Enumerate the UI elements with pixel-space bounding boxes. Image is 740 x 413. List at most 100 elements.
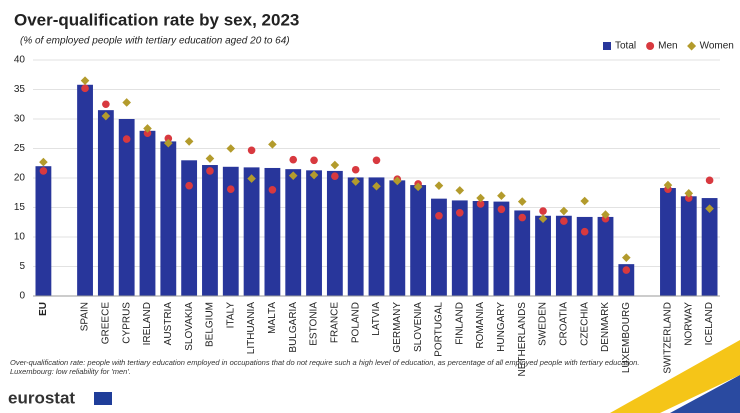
- bar: [35, 166, 52, 296]
- women-marker: [351, 177, 360, 186]
- women-marker: [143, 124, 152, 133]
- x-tick-label: BELGIUM: [205, 302, 216, 347]
- bar: [410, 185, 427, 296]
- bar: [202, 165, 218, 296]
- women-marker: [517, 197, 527, 206]
- men-marker: [476, 200, 485, 208]
- x-tick-label: POLAND: [350, 302, 361, 343]
- men-marker: [331, 172, 339, 181]
- bar: [181, 160, 198, 296]
- eu-flag: [94, 392, 112, 405]
- women-marker: [601, 210, 610, 219]
- men-marker: [102, 100, 110, 109]
- x-tick-label: ROMANIA: [475, 302, 486, 349]
- bar: [243, 167, 260, 296]
- men-marker: [122, 135, 131, 143]
- women-marker: [559, 206, 569, 216]
- logo-text: eurostat: [8, 388, 75, 407]
- y-tick-label: 5: [19, 261, 25, 272]
- x-tick-label: LUXEMBOURG: [621, 302, 632, 373]
- x-tick-label: ICELAND: [704, 302, 715, 345]
- men-marker: [351, 165, 360, 174]
- women-marker: [80, 76, 90, 85]
- bar: [118, 119, 135, 296]
- x-tick-label: SWITZERLAND: [663, 302, 674, 374]
- bar: [472, 201, 489, 296]
- bar: [306, 170, 322, 296]
- bar: [326, 170, 343, 296]
- legend-swatch: [687, 41, 697, 51]
- x-tick-label: GREECE: [101, 302, 112, 345]
- x-tick-label: GERMANY: [392, 302, 403, 353]
- footnote: Over-qualification rate: people with ter…: [10, 358, 639, 367]
- bar: [701, 198, 718, 296]
- x-tick-label: SPAIN: [80, 302, 91, 331]
- x-tick-label: NETHERLANDS: [517, 302, 528, 377]
- men-marker: [81, 84, 89, 93]
- legend-swatch: [603, 42, 611, 50]
- men-marker: [247, 146, 256, 155]
- women-marker: [455, 186, 465, 195]
- legend-label: Women: [700, 41, 734, 52]
- x-tick-label: HUNGARY: [496, 302, 507, 352]
- x-tick-label: AUSTRIA: [163, 302, 174, 346]
- y-tick-label: 30: [14, 114, 26, 125]
- women-marker: [663, 180, 673, 190]
- women-marker: [393, 176, 402, 186]
- legend-label: Men: [658, 41, 677, 52]
- x-tick-label: FINLAND: [454, 302, 465, 345]
- x-tick-label: NORWAY: [683, 302, 694, 346]
- x-tick-label: DENMARK: [600, 302, 611, 352]
- bar: [389, 180, 406, 296]
- y-tick-label: 15: [14, 202, 26, 213]
- y-tick-label: 0: [19, 291, 25, 302]
- women-marker: [268, 140, 277, 149]
- men-marker: [560, 217, 568, 225]
- y-tick-label: 40: [14, 55, 26, 66]
- women-marker: [164, 138, 173, 148]
- women-marker: [434, 181, 444, 190]
- bar: [618, 264, 635, 296]
- women-marker: [705, 204, 714, 213]
- x-tick-label: SWEDEN: [538, 302, 549, 346]
- men-marker: [497, 205, 506, 214]
- x-tick-label: FRANCE: [330, 302, 341, 343]
- men-marker: [622, 266, 631, 274]
- bar: [493, 201, 510, 296]
- men-marker: [143, 129, 152, 137]
- women-marker: [288, 171, 298, 180]
- women-marker: [372, 181, 381, 191]
- bar: [597, 216, 614, 296]
- x-tick-label: ITALY: [225, 302, 236, 329]
- women-marker: [476, 193, 485, 203]
- women-marker: [497, 191, 506, 200]
- legend-label: Total: [615, 41, 636, 52]
- men-marker: [206, 167, 214, 175]
- decoration: [670, 375, 740, 413]
- bar: [680, 196, 697, 296]
- men-marker: [539, 207, 547, 215]
- bar: [222, 166, 239, 296]
- bar: [660, 188, 676, 296]
- x-tick-label: LATVIA: [371, 302, 382, 336]
- x-tick-label: ESTONIA: [309, 302, 320, 346]
- x-tick-label: EU: [38, 302, 49, 316]
- women-marker: [247, 174, 256, 183]
- women-marker: [39, 157, 48, 167]
- y-tick-label: 20: [14, 173, 26, 184]
- women-marker: [309, 170, 319, 180]
- women-marker: [580, 196, 589, 206]
- women-marker: [684, 189, 694, 198]
- decoration: [610, 340, 740, 413]
- bar: [160, 141, 177, 296]
- men-marker: [455, 209, 464, 217]
- men-marker: [268, 186, 277, 194]
- women-marker: [226, 144, 236, 153]
- bar: [514, 210, 531, 296]
- bar: [431, 198, 447, 296]
- women-marker: [538, 214, 548, 224]
- bar: [97, 110, 114, 297]
- men-marker: [164, 134, 173, 143]
- men-marker: [372, 156, 381, 165]
